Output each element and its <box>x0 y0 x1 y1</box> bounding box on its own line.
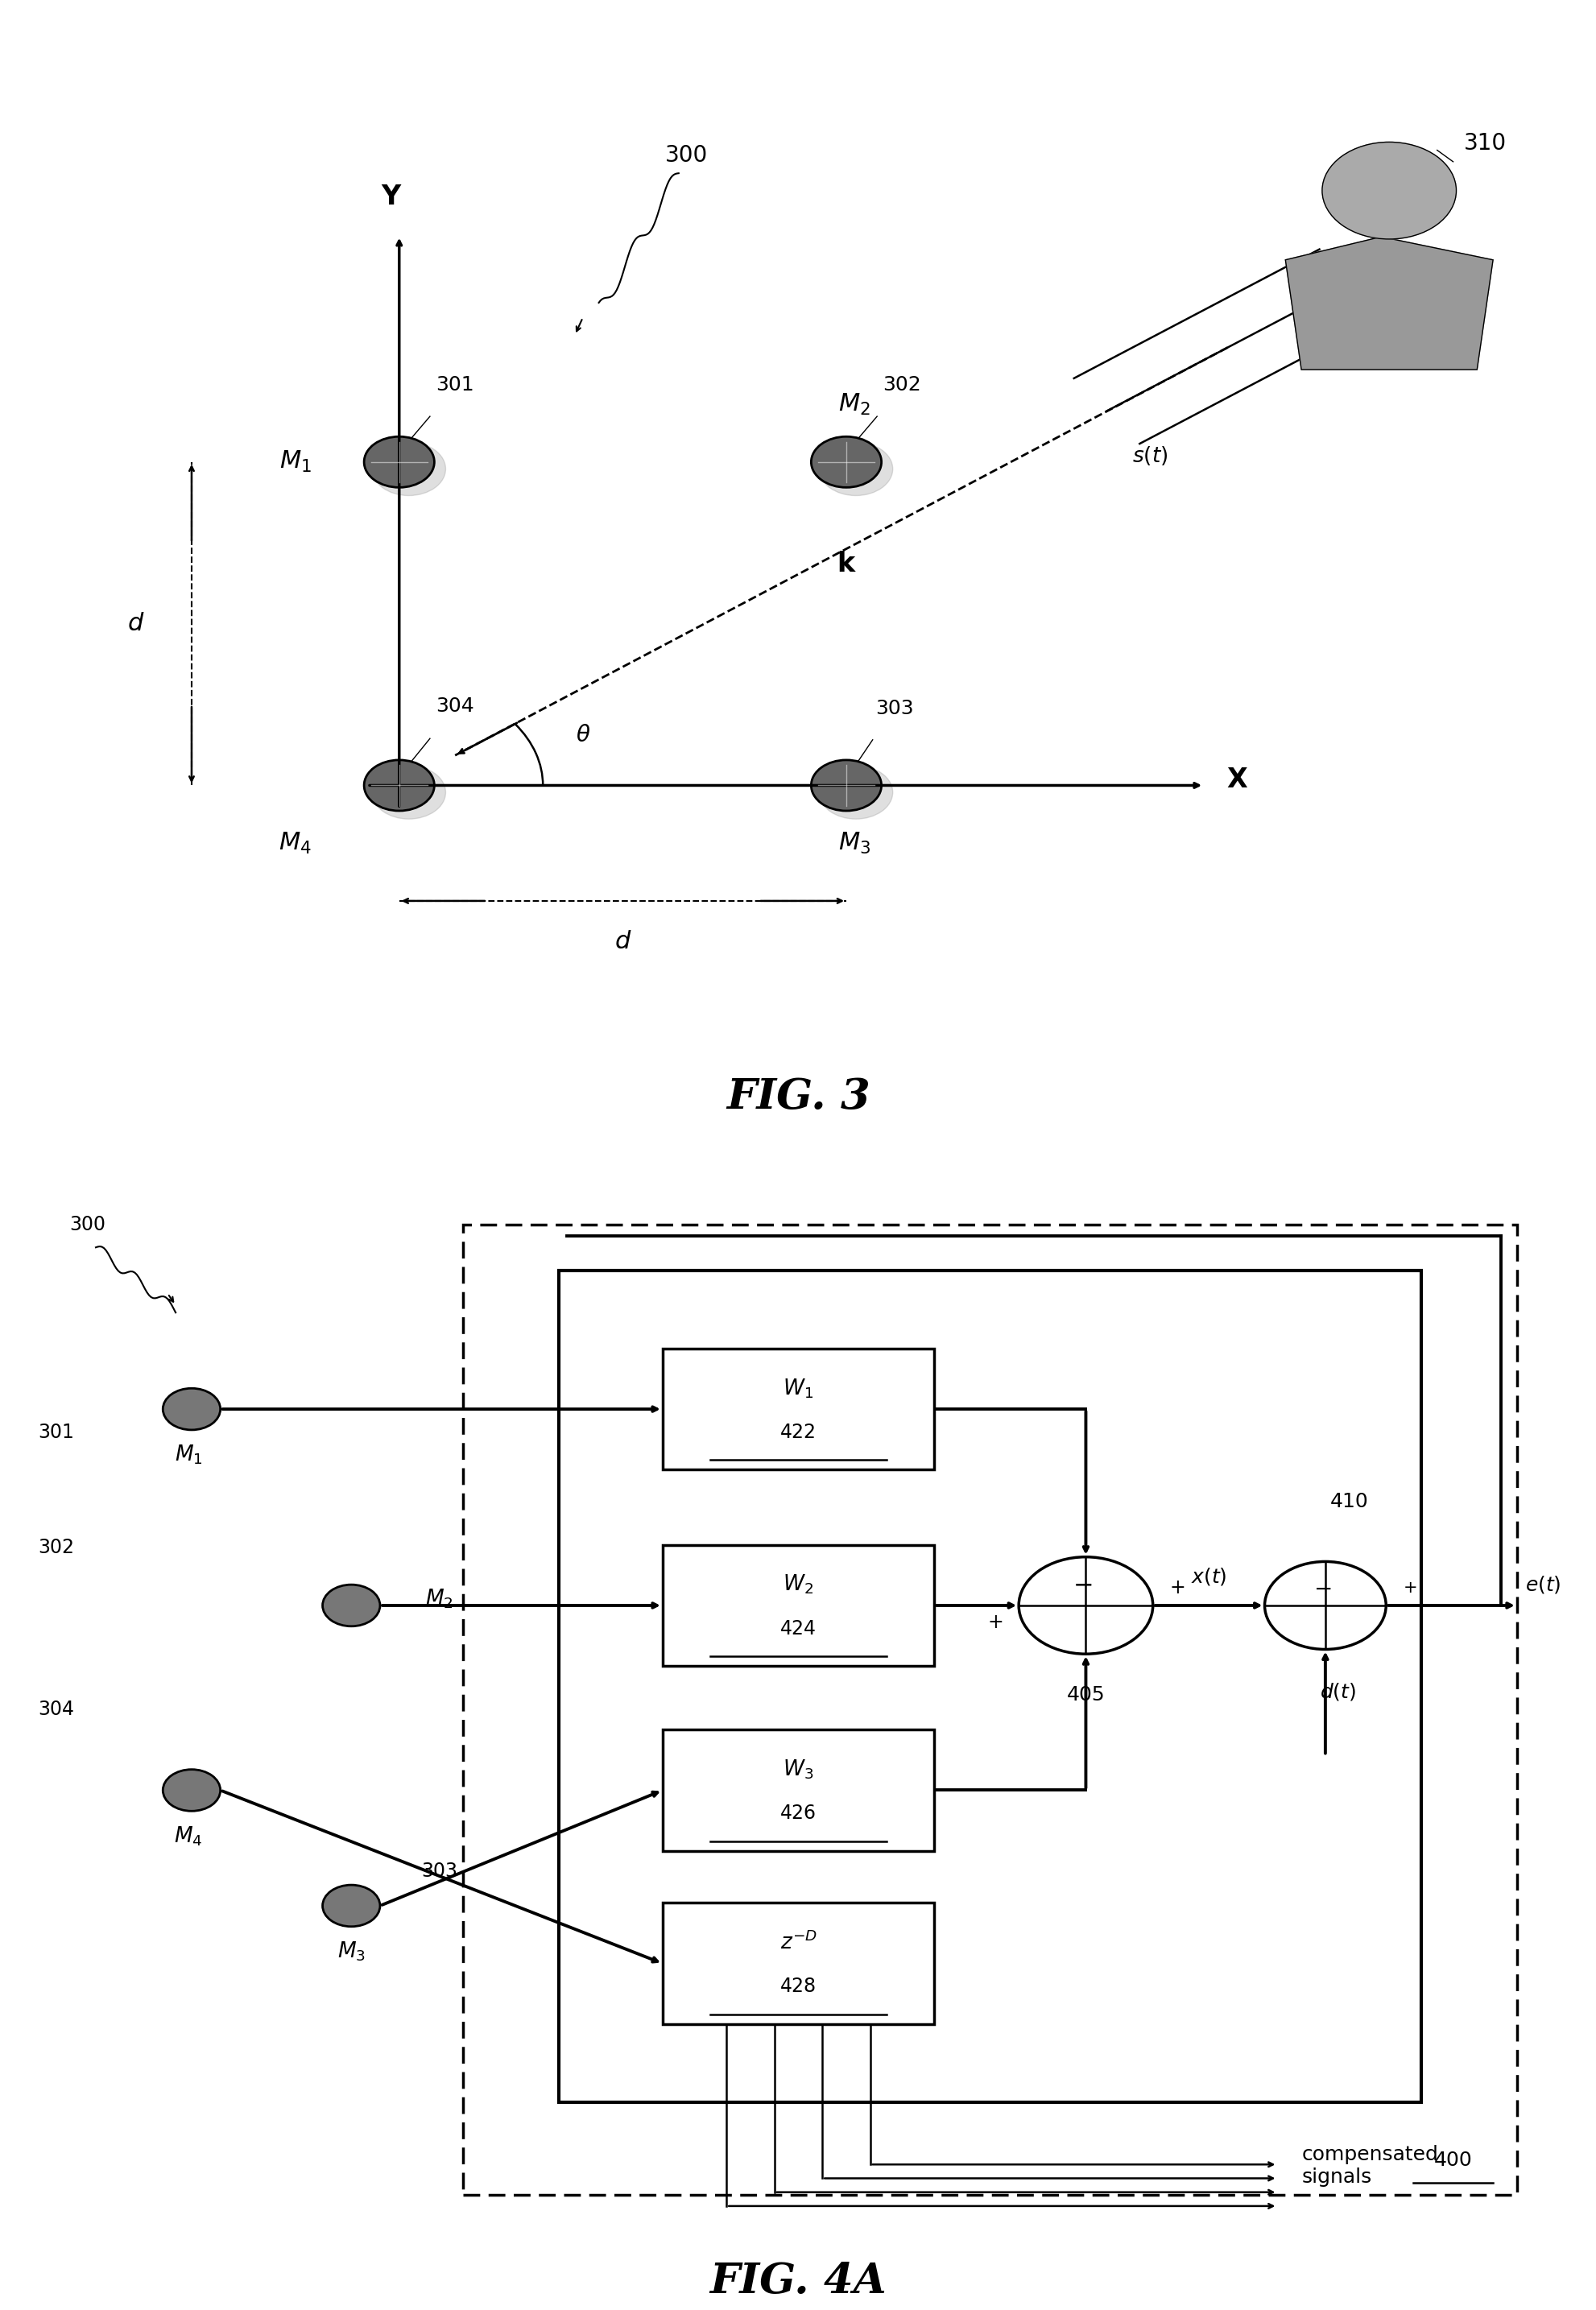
Text: 310: 310 <box>1464 132 1505 155</box>
Text: 302: 302 <box>883 374 921 395</box>
Bar <box>662 1349 934 1469</box>
Circle shape <box>364 760 434 811</box>
Circle shape <box>372 765 445 820</box>
Text: $-$: $-$ <box>1073 1573 1092 1596</box>
Circle shape <box>811 437 881 487</box>
Circle shape <box>1321 143 1456 238</box>
Polygon shape <box>1285 236 1492 370</box>
Text: FIG. 4A: FIG. 4A <box>710 2261 886 2301</box>
Text: $M_4$: $M_4$ <box>174 1825 203 1848</box>
Text: 424: 424 <box>780 1619 816 1638</box>
Text: 301: 301 <box>38 1423 73 1441</box>
Bar <box>662 1545 934 1666</box>
Text: $d(t)$: $d(t)$ <box>1320 1682 1355 1702</box>
Text: $M_3$: $M_3$ <box>838 832 870 855</box>
Text: 405: 405 <box>1066 1684 1104 1705</box>
Text: $e(t)$: $e(t)$ <box>1524 1573 1559 1596</box>
Text: d: d <box>614 929 630 954</box>
Text: $+$: $+$ <box>1403 1580 1416 1596</box>
Text: $M_1$: $M_1$ <box>279 450 311 474</box>
Bar <box>662 1730 934 1850</box>
Text: $+$: $+$ <box>986 1612 1002 1633</box>
Circle shape <box>372 441 445 497</box>
Circle shape <box>819 441 892 497</box>
Bar <box>662 1903 934 2024</box>
Text: $M_3$: $M_3$ <box>337 1940 365 1964</box>
Text: $W_1$: $W_1$ <box>782 1377 814 1400</box>
Text: $z^{-D}$: $z^{-D}$ <box>779 1931 817 1954</box>
Text: $+$: $+$ <box>1168 1578 1184 1599</box>
Text: 410: 410 <box>1329 1492 1368 1511</box>
Text: 304: 304 <box>38 1700 73 1719</box>
Circle shape <box>322 1585 380 1626</box>
Text: $-$: $-$ <box>1312 1578 1331 1599</box>
Text: 426: 426 <box>780 1804 816 1823</box>
Bar <box>463 1224 1516 2195</box>
Text: 301: 301 <box>436 374 474 395</box>
Text: $s(t)$: $s(t)$ <box>1132 444 1167 467</box>
Text: 302: 302 <box>38 1538 73 1557</box>
Text: 400: 400 <box>1433 2151 1472 2169</box>
Text: 303: 303 <box>421 1862 456 1880</box>
Text: $M_4$: $M_4$ <box>279 832 311 855</box>
Text: 428: 428 <box>780 1977 816 1996</box>
Text: $M_2$: $M_2$ <box>838 393 870 416</box>
Text: $x(t)\ \ $: $x(t)\ \ $ <box>1191 1566 1226 1587</box>
Text: $W_2$: $W_2$ <box>782 1573 814 1596</box>
Text: X: X <box>1226 767 1246 792</box>
Text: compensated
signals: compensated signals <box>1301 2144 1438 2188</box>
Circle shape <box>322 1885 380 1927</box>
Text: $\theta$: $\theta$ <box>575 723 591 746</box>
Text: 300: 300 <box>666 143 707 166</box>
Circle shape <box>163 1388 220 1430</box>
Text: 303: 303 <box>875 698 913 718</box>
Text: 304: 304 <box>436 695 474 716</box>
Text: d: d <box>128 612 144 635</box>
Circle shape <box>811 760 881 811</box>
Text: FIG. 3: FIG. 3 <box>726 1076 870 1118</box>
Text: 300: 300 <box>70 1215 105 1234</box>
Text: Y: Y <box>381 182 401 210</box>
Text: $W_3$: $W_3$ <box>782 1758 814 1781</box>
Text: $M_2$: $M_2$ <box>425 1587 453 1610</box>
Text: $\mathbf{k}$: $\mathbf{k}$ <box>836 550 855 578</box>
Bar <box>559 1271 1420 2102</box>
Circle shape <box>819 765 892 820</box>
Circle shape <box>163 1769 220 1811</box>
Circle shape <box>364 437 434 487</box>
Text: $M_1$: $M_1$ <box>174 1444 203 1467</box>
Text: 422: 422 <box>780 1423 816 1441</box>
